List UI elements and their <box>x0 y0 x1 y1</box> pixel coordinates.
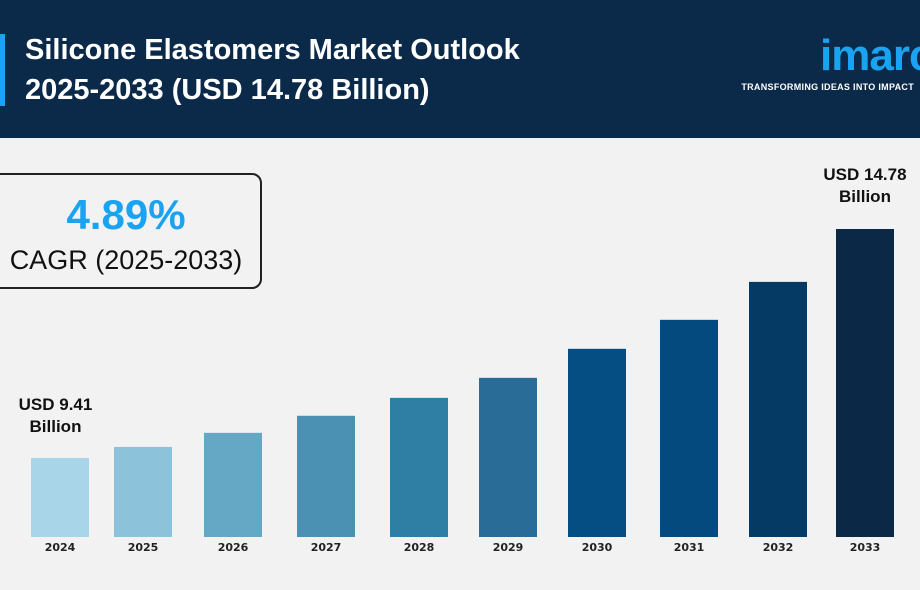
header-banner: Silicone Elastomers Market Outlook 2025-… <box>0 0 920 138</box>
title-line-2: 2025-2033 (USD 14.78 Billion) <box>25 74 430 106</box>
x-tick-2032: 2032 <box>763 541 794 554</box>
bar-2033 <box>836 229 894 537</box>
bar-2029 <box>479 377 537 537</box>
bar-2025 <box>114 446 172 537</box>
annotation-2033-value: USD 14.78 <box>823 165 907 184</box>
x-tick-2025: 2025 <box>128 541 159 554</box>
x-tick-2027: 2027 <box>311 541 342 554</box>
x-tick-2029: 2029 <box>493 541 524 554</box>
annotation-2024: USD 9.41 Billion <box>8 394 103 438</box>
bar-2027 <box>297 415 355 537</box>
title-accent-bar <box>0 34 5 106</box>
imarc-logo: imarc <box>820 31 920 80</box>
cagr-box: 4.89% CAGR (2025-2033) <box>0 173 262 289</box>
x-tick-2028: 2028 <box>404 541 435 554</box>
title-line-1: Silicone Elastomers Market Outlook <box>25 34 520 66</box>
bar-2028 <box>390 397 448 537</box>
annotation-2033: USD 14.78 Billion <box>805 164 920 208</box>
logo-tagline: TRANSFORMING IDEAS INTO IMPACT <box>741 82 914 92</box>
annotation-2024-value: USD 9.41 <box>18 395 93 414</box>
x-tick-2026: 2026 <box>218 541 249 554</box>
cagr-value: 4.89% <box>66 191 186 238</box>
cagr-label: CAGR (2025-2033) <box>9 245 243 275</box>
bar-2024 <box>31 458 89 537</box>
x-tick-2030: 2030 <box>582 541 613 554</box>
bar-2032 <box>749 281 807 537</box>
x-tick-2033: 2033 <box>850 541 881 554</box>
x-tick-2024: 2024 <box>45 541 76 554</box>
annotation-2024-unit: Billion <box>29 417 82 436</box>
annotation-2033-unit: Billion <box>839 187 891 206</box>
bar-2031 <box>660 319 718 537</box>
bar-2026 <box>204 432 262 537</box>
bar-2030 <box>568 348 626 537</box>
chart-title: Silicone Elastomers Market Outlook 2025-… <box>25 30 520 110</box>
x-tick-2031: 2031 <box>674 541 705 554</box>
